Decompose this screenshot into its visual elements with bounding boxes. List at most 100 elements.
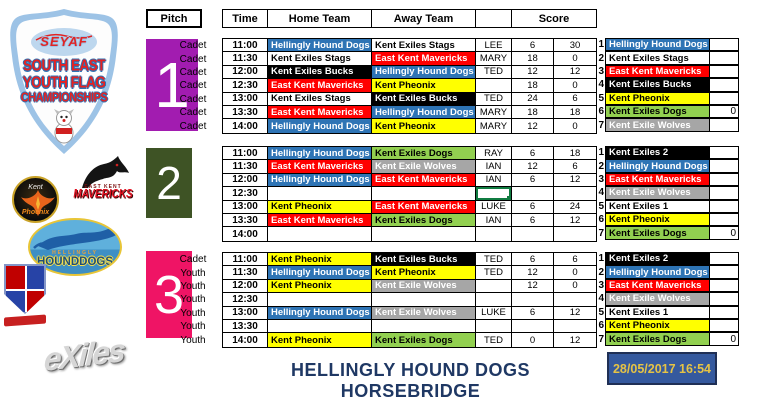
home-score-cell[interactable]: 6 — [512, 173, 554, 187]
away-score-cell[interactable]: 12 — [554, 173, 596, 187]
standings-value-cell[interactable] — [710, 64, 739, 79]
category-label[interactable] — [168, 147, 218, 160]
home-team-cell[interactable]: Kent Pheonix — [268, 200, 372, 213]
standings-value-cell[interactable] — [710, 78, 739, 92]
standings-team-cell[interactable]: Kent Exiles Dogs — [605, 226, 710, 240]
time-cell[interactable]: 13:00 — [223, 306, 268, 319]
home-team-cell[interactable]: Kent Pheonix — [268, 253, 372, 266]
pitch-3-number[interactable]: 3 — [146, 251, 192, 338]
away-score-cell[interactable]: 12 — [554, 213, 596, 227]
away-team-cell[interactable]: East Kent Mavericks — [372, 52, 476, 65]
category-label[interactable]: Cadet — [179, 120, 207, 132]
category-label[interactable]: Cadet — [179, 107, 207, 119]
home-team-cell[interactable]: Kent Exiles Stags — [268, 52, 372, 65]
away-score-cell[interactable] — [554, 293, 596, 306]
home-team-cell[interactable]: East Kent Mavericks — [268, 79, 372, 92]
referee-cell[interactable]: MARY — [476, 105, 512, 119]
away-score-cell[interactable]: 6 — [554, 160, 596, 173]
standings-team-cell[interactable]: Kent Exile Wolves — [605, 186, 710, 200]
category-label[interactable]: Cadet — [179, 93, 207, 105]
referee-cell[interactable] — [476, 227, 512, 241]
away-team-cell[interactable]: Kent Exile Wolves — [372, 279, 476, 293]
referee-cell[interactable] — [476, 79, 512, 92]
home-team-cell[interactable]: East Kent Mavericks — [268, 105, 372, 119]
away-team-cell[interactable] — [372, 293, 476, 306]
time-cell[interactable]: 11:30 — [223, 266, 268, 279]
home-team-cell[interactable]: Hellingly Hound Dogs — [268, 173, 372, 187]
pitch-2-number[interactable]: 2 — [146, 148, 192, 218]
category-label[interactable]: Cadet — [179, 80, 207, 92]
standings-team-cell[interactable]: Kent Exiles 1 — [605, 305, 710, 319]
standings-team-cell[interactable]: Hellingly Hound Dogs — [605, 265, 710, 279]
standings-team-cell[interactable]: Kent Exiles Stags — [605, 51, 710, 65]
category-label[interactable]: Cadet — [179, 254, 207, 266]
referee-cell[interactable]: LEE — [476, 39, 512, 52]
away-team-cell[interactable]: East Kent Mavericks — [372, 200, 476, 213]
away-team-cell[interactable]: Kent Exiles Dogs — [372, 213, 476, 227]
pitch-1-number[interactable]: 1 — [146, 39, 198, 131]
time-cell[interactable]: 12:00 — [223, 65, 268, 79]
home-team-cell[interactable] — [268, 293, 372, 306]
home-team-cell[interactable]: Hellingly Hound Dogs — [268, 119, 372, 133]
away-score-cell[interactable] — [554, 187, 596, 200]
referee-cell[interactable]: TED — [476, 92, 512, 105]
standings-value-cell[interactable] — [710, 51, 739, 65]
referee-cell[interactable] — [476, 279, 512, 293]
referee-header[interactable] — [476, 10, 512, 27]
referee-cell[interactable]: RAY — [476, 147, 512, 160]
time-cell[interactable]: 13:30 — [223, 213, 268, 227]
standings-team-cell[interactable]: East Kent Mavericks — [605, 64, 710, 79]
referee-cell[interactable]: IAN — [476, 213, 512, 227]
standings-value-cell[interactable] — [710, 199, 739, 213]
away-score-cell[interactable]: 0 — [554, 52, 596, 65]
referee-cell[interactable]: TED — [476, 333, 512, 347]
datetime-cell[interactable]: 28/05/2017 16:54 — [607, 352, 717, 385]
standings-team-cell[interactable]: Kent Pheonix — [605, 212, 710, 227]
time-cell[interactable]: 12:30 — [223, 79, 268, 92]
away-score-cell[interactable]: 0 — [554, 79, 596, 92]
away-team-cell[interactable]: Kent Exiles Bucks — [372, 92, 476, 105]
home-team-cell[interactable]: Hellingly Hound Dogs — [268, 266, 372, 279]
away-score-cell[interactable]: 0 — [554, 266, 596, 279]
home-score-cell[interactable]: 12 — [512, 160, 554, 173]
home-score-cell[interactable]: 12 — [512, 266, 554, 279]
away-score-cell[interactable]: 12 — [554, 306, 596, 319]
referee-cell[interactable]: TED — [476, 65, 512, 79]
standings-team-cell[interactable]: Kent Exiles Dogs — [605, 104, 710, 119]
home-team-cell[interactable]: Hellingly Hound Dogs — [268, 306, 372, 319]
time-cell[interactable]: 12:00 — [223, 279, 268, 293]
home-score-cell[interactable]: 24 — [512, 92, 554, 105]
standings-value-cell[interactable] — [710, 278, 739, 293]
home-score-cell[interactable]: 18 — [512, 105, 554, 119]
away-score-cell[interactable]: 0 — [554, 279, 596, 293]
category-label[interactable]: Cadet — [179, 40, 207, 52]
home-team-cell[interactable]: East Kent Mavericks — [268, 213, 372, 227]
standings-team-cell[interactable]: Kent Exile Wolves — [605, 118, 710, 132]
standings-value-cell[interactable] — [710, 186, 739, 200]
home-score-cell[interactable]: 6 — [512, 306, 554, 319]
category-label[interactable]: Cadet — [179, 53, 207, 65]
away-score-cell[interactable]: 30 — [554, 39, 596, 52]
away-team-header[interactable]: Away Team — [372, 10, 476, 27]
home-score-cell[interactable]: 12 — [512, 119, 554, 133]
time-cell[interactable]: 11:00 — [223, 39, 268, 52]
referee-cell[interactable]: LUKE — [476, 200, 512, 213]
standings-value-cell[interactable] — [710, 38, 739, 52]
category-label[interactable]: Youth — [180, 280, 206, 292]
away-team-cell[interactable] — [372, 227, 476, 241]
home-score-cell[interactable] — [512, 319, 554, 333]
away-score-cell[interactable]: 18 — [554, 105, 596, 119]
standings-team-cell[interactable]: Kent Pheonix — [605, 91, 710, 105]
standings-value-cell[interactable]: 0 — [710, 226, 739, 240]
time-cell[interactable]: 11:30 — [223, 52, 268, 65]
category-label[interactable]: Cadet — [179, 66, 207, 78]
selection-fill-handle[interactable] — [507, 195, 511, 200]
home-score-cell[interactable] — [512, 293, 554, 306]
category-label[interactable] — [168, 174, 218, 187]
standings-value-cell[interactable]: 0 — [710, 104, 739, 119]
standings-team-cell[interactable]: Kent Exiles Dogs — [605, 332, 710, 346]
standings-team-cell[interactable]: Kent Exiles 1 — [605, 199, 710, 213]
standings-team-cell[interactable]: East Kent Mavericks — [605, 172, 710, 187]
away-score-cell[interactable]: 6 — [554, 92, 596, 105]
standings-value-cell[interactable] — [710, 159, 739, 173]
